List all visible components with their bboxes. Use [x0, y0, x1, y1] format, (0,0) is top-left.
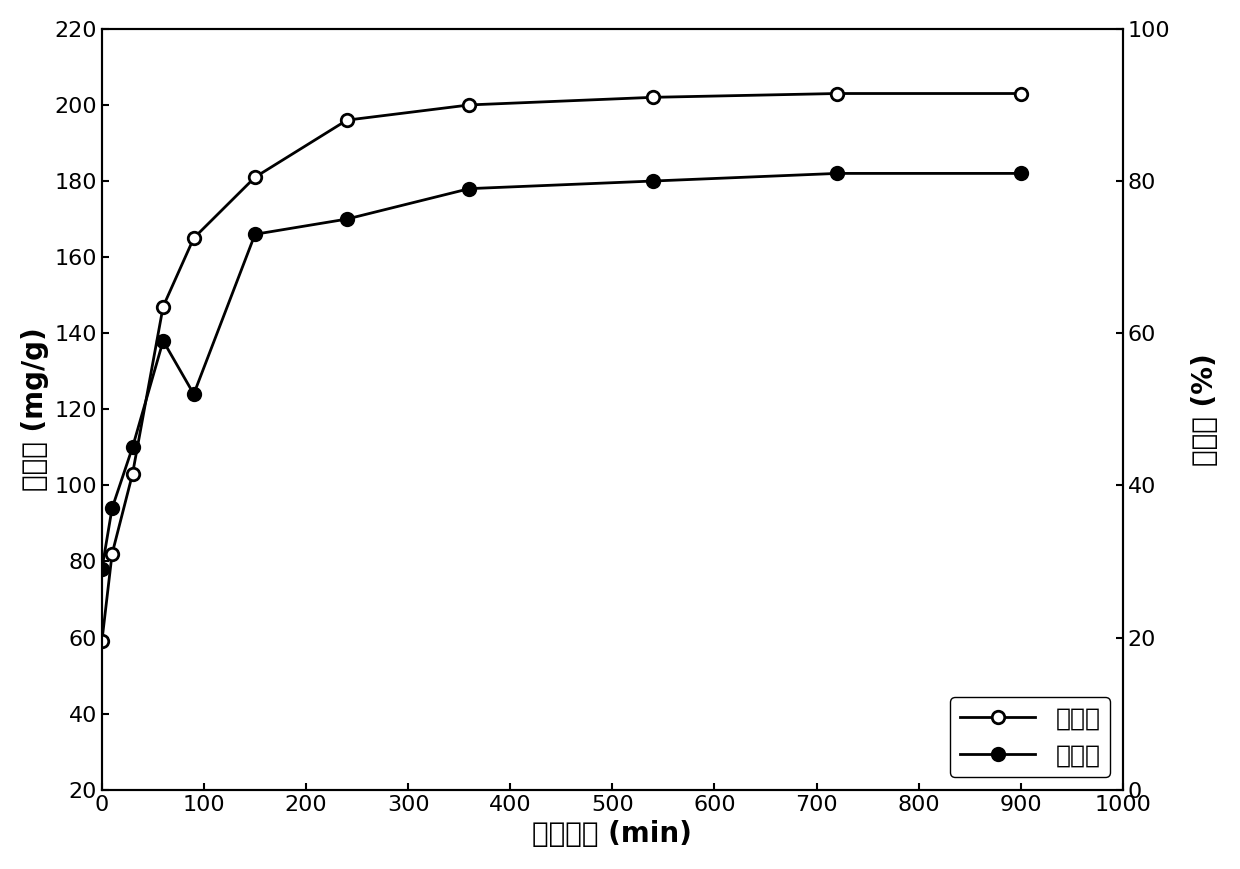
吸附量: [1013, 89, 1028, 99]
去除率: [463, 183, 477, 194]
吸附量: [125, 468, 140, 479]
去除率: [104, 503, 119, 514]
X-axis label: 吸附时间 (min): 吸附时间 (min): [532, 820, 692, 848]
去除率: [830, 169, 844, 179]
去除率: [125, 442, 140, 453]
吸附量: [94, 636, 109, 647]
去除率: [1013, 169, 1028, 179]
吸附量: [104, 548, 119, 559]
Y-axis label: 吸附量 (mg/g): 吸附量 (mg/g): [21, 328, 48, 491]
去除率: [646, 176, 661, 186]
去除率: [186, 388, 201, 399]
吸附量: [186, 233, 201, 243]
去除率: [94, 564, 109, 574]
Line: 去除率: 去除率: [95, 167, 1027, 575]
吸附量: [463, 100, 477, 110]
去除率: [156, 335, 171, 346]
吸附量: [248, 172, 263, 182]
去除率: [340, 214, 355, 224]
吸附量: [340, 115, 355, 125]
Y-axis label: 去除率 (%): 去除率 (%): [1192, 353, 1219, 466]
吸附量: [156, 302, 171, 312]
吸附量: [646, 92, 661, 103]
吸附量: [830, 89, 844, 99]
去除率: [248, 229, 263, 240]
Legend: 吸附量, 去除率: 吸附量, 去除率: [950, 697, 1110, 777]
Line: 吸附量: 吸附量: [95, 87, 1027, 647]
